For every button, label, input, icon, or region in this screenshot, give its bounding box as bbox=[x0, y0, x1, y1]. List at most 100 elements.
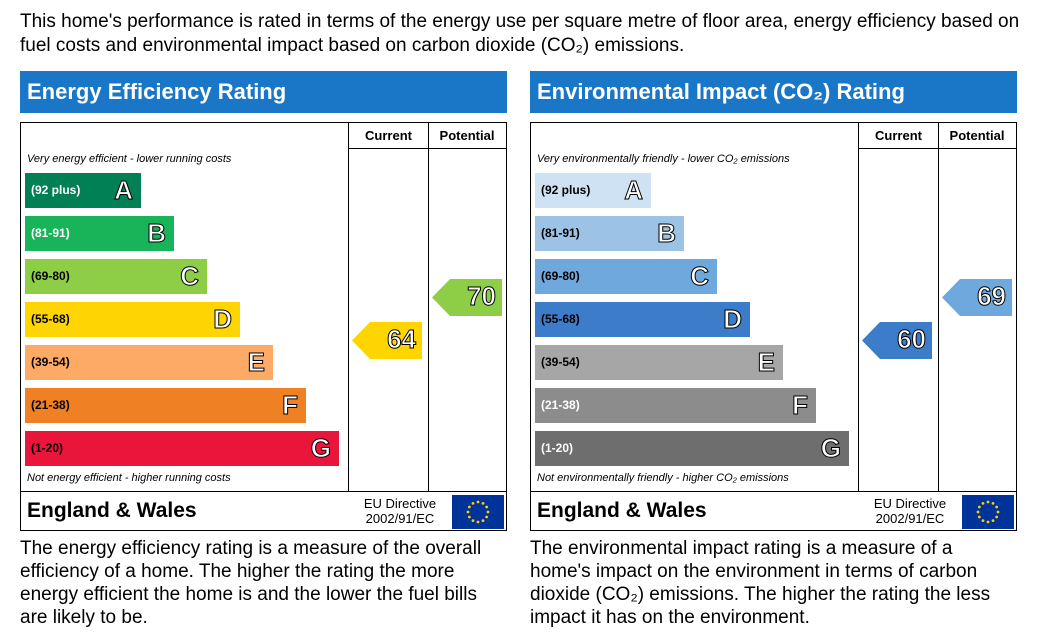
eu-star bbox=[485, 505, 489, 509]
header-divider bbox=[858, 148, 1016, 149]
band-f: (21-38) F bbox=[535, 388, 816, 423]
eu-star bbox=[981, 501, 985, 505]
eu-star bbox=[467, 505, 471, 509]
current-rating-arrow: 64 bbox=[352, 322, 422, 359]
panel-description: The environmental impact rating is a mea… bbox=[530, 538, 991, 628]
current-column bbox=[348, 123, 429, 491]
eu-star bbox=[486, 510, 490, 514]
eu-star bbox=[466, 510, 470, 514]
rating-chart: Current Potential Very energy efficient … bbox=[20, 122, 507, 531]
potential-column bbox=[428, 123, 507, 491]
potential-rating-value: 70 bbox=[467, 281, 497, 312]
panel-title: Energy Efficiency Rating bbox=[20, 71, 507, 113]
eu-star bbox=[991, 519, 995, 523]
band-range: (55-68) bbox=[31, 312, 70, 326]
eu-star bbox=[981, 519, 985, 523]
eu-flag-icon bbox=[452, 495, 504, 529]
environmental-impact-panel: Environmental Impact (CO₂) Rating Curren… bbox=[530, 71, 1017, 628]
panel-title: Environmental Impact (CO₂) Rating bbox=[530, 71, 1017, 113]
band-range: (39-54) bbox=[31, 355, 70, 369]
potential-rating-value: 69 bbox=[977, 281, 1007, 312]
band-letter: E bbox=[247, 347, 265, 378]
footer-directive: EU Directive 2002/91/EC bbox=[873, 496, 947, 526]
energy-efficiency-panel: Energy Efficiency Rating Current Potenti… bbox=[20, 71, 507, 628]
potential-arrow-shape bbox=[432, 279, 502, 316]
eu-star bbox=[476, 520, 480, 524]
eu-star bbox=[467, 515, 471, 519]
eu-star bbox=[996, 510, 1000, 514]
eu-star bbox=[977, 505, 981, 509]
eu-star bbox=[976, 510, 980, 514]
eu-star bbox=[986, 520, 990, 524]
potential-header: Potential bbox=[949, 128, 1005, 143]
eu-star bbox=[481, 501, 485, 505]
header-divider bbox=[348, 148, 506, 149]
band-c: (69-80) C bbox=[25, 259, 207, 294]
band-letter: G bbox=[820, 433, 841, 464]
band-range: (69-80) bbox=[31, 269, 70, 283]
potential-header: Potential bbox=[439, 128, 495, 143]
current-rating-value: 64 bbox=[387, 324, 417, 355]
current-header: Current bbox=[365, 128, 412, 143]
band-letter: C bbox=[690, 261, 710, 292]
band-letter: D bbox=[213, 304, 233, 335]
potential-rating-arrow: 70 bbox=[432, 279, 502, 316]
footer-directive: EU Directive 2002/91/EC bbox=[363, 496, 437, 526]
current-rating-arrow: 60 bbox=[862, 322, 932, 359]
eu-star bbox=[991, 501, 995, 505]
band-letter: F bbox=[282, 390, 299, 421]
band-letter: G bbox=[310, 433, 331, 464]
top-note: Very energy efficient - lower running co… bbox=[27, 153, 232, 165]
band-a: (92 plus) A bbox=[25, 173, 141, 208]
band-range: (21-38) bbox=[541, 398, 580, 412]
band-range: (92 plus) bbox=[541, 183, 591, 197]
band-letter: A bbox=[624, 175, 644, 206]
band-range: (69-80) bbox=[541, 269, 580, 283]
band-range: (39-54) bbox=[541, 355, 580, 369]
band-range: (92 plus) bbox=[31, 183, 81, 197]
band-range: (1-20) bbox=[541, 441, 574, 455]
band-letter: E bbox=[757, 347, 775, 378]
band-c: (69-80) C bbox=[535, 259, 717, 294]
footer-region: England & Wales bbox=[27, 499, 197, 522]
band-range: (81-91) bbox=[541, 226, 580, 240]
band-range: (1-20) bbox=[31, 441, 64, 455]
eu-star bbox=[995, 515, 999, 519]
band-range: (81-91) bbox=[31, 226, 70, 240]
eu-star bbox=[471, 519, 475, 523]
eu-star bbox=[485, 515, 489, 519]
current-arrow-shape bbox=[862, 322, 932, 359]
band-e: (39-54) E bbox=[25, 345, 273, 380]
band-g: (1-20) G bbox=[535, 431, 849, 466]
potential-column bbox=[938, 123, 1017, 491]
potential-rating-arrow: 69 bbox=[942, 279, 1012, 316]
band-letter: F bbox=[792, 390, 809, 421]
intro-text: This home's performance is rated in term… bbox=[20, 11, 1020, 56]
band-letter: D bbox=[723, 304, 743, 335]
footer-divider bbox=[531, 491, 1016, 492]
band-range: (55-68) bbox=[541, 312, 580, 326]
band-d: (55-68) D bbox=[25, 302, 240, 337]
bottom-note: Not energy efficient - higher running co… bbox=[27, 472, 231, 484]
eu-star bbox=[977, 515, 981, 519]
band-b: (81-91) B bbox=[25, 216, 174, 251]
panel-description: The energy efficiency rating is a measur… bbox=[20, 538, 482, 628]
eu-flag-icon bbox=[962, 495, 1014, 529]
band-letter: B bbox=[657, 218, 677, 249]
current-header: Current bbox=[875, 128, 922, 143]
band-g: (1-20) G bbox=[25, 431, 339, 466]
current-arrow-shape bbox=[352, 322, 422, 359]
band-f: (21-38) F bbox=[25, 388, 306, 423]
band-letter: A bbox=[114, 175, 134, 206]
eu-star bbox=[986, 500, 990, 504]
footer-divider bbox=[21, 491, 506, 492]
band-e: (39-54) E bbox=[535, 345, 783, 380]
band-b: (81-91) B bbox=[535, 216, 684, 251]
eu-star bbox=[995, 505, 999, 509]
eu-star bbox=[481, 519, 485, 523]
band-range: (21-38) bbox=[31, 398, 70, 412]
potential-arrow-shape bbox=[942, 279, 1012, 316]
current-column bbox=[858, 123, 939, 491]
top-note: Very environmentally friendly - lower CO… bbox=[537, 153, 790, 165]
band-d: (55-68) D bbox=[535, 302, 750, 337]
